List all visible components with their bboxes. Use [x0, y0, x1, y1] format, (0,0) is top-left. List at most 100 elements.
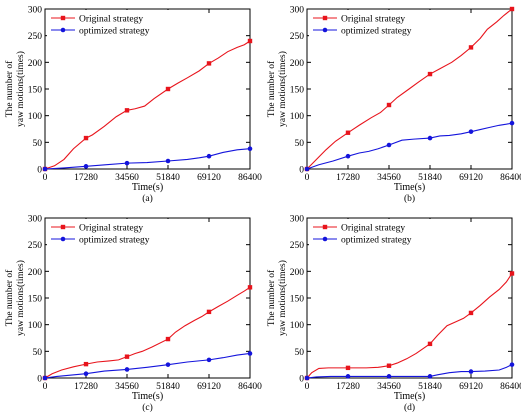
data-point-marker — [345, 130, 351, 135]
y-tick-label: 300 — [290, 215, 305, 225]
legend-marker — [60, 15, 66, 21]
y-tick-label: 150 — [290, 86, 305, 96]
x-axis-label: Time(s) — [132, 391, 163, 402]
y-tick-label: 300 — [28, 6, 43, 16]
data-point-marker — [124, 160, 130, 166]
x-axis-label: Time(s) — [132, 182, 163, 193]
data-point-marker — [83, 164, 89, 169]
data-point-marker — [247, 38, 253, 44]
data-point-marker — [124, 108, 130, 113]
series-line — [44, 352, 251, 379]
data-point-marker — [124, 354, 130, 359]
data-point-marker — [386, 142, 392, 148]
y-tick-label: 0 — [299, 166, 304, 176]
chart-panel: 0 50 100 150 200 250 300 0 17280 34560 51840 69120 8… — [266, 6, 521, 205]
series-line — [306, 8, 513, 170]
data-point-marker — [345, 374, 351, 379]
legend-label: optimized strategy — [341, 27, 412, 37]
y-axis-label: The number of — [266, 60, 277, 117]
x-tick-label: 0 — [43, 382, 48, 392]
data-point-marker — [165, 86, 171, 92]
y-tick-label: 100 — [28, 112, 43, 122]
legend-label: optimized strategy — [341, 236, 412, 246]
y-tick-label: 100 — [290, 112, 305, 122]
x-tick-label: 34560 — [377, 173, 401, 183]
y-tick-label: 50 — [295, 348, 305, 358]
y-tick-label: 0 — [37, 375, 42, 385]
panel-label: (a) — [142, 193, 153, 204]
data-point-marker — [83, 135, 89, 141]
chart-panel: 0 50 100 150 200 250 300 0 17280 34560 51840 69120 8… — [4, 6, 262, 205]
x-tick-label: 17280 — [336, 173, 360, 183]
y-tick-label: 200 — [28, 268, 43, 278]
data-point-marker — [468, 45, 474, 50]
x-tick-label: 17280 — [336, 382, 360, 392]
chart-panel: 0 50 100 150 200 250 300 0 17280 34560 51840 69120 8… — [4, 215, 262, 414]
data-point-marker — [509, 6, 515, 12]
x-tick-label: 69120 — [197, 382, 221, 392]
panel-label: (d) — [404, 402, 415, 413]
legend-label: Original strategy — [341, 15, 405, 25]
legend-marker — [322, 15, 328, 21]
data-point-marker — [42, 166, 48, 172]
series-line — [44, 148, 251, 170]
data-point-marker — [124, 367, 130, 372]
y-axis-label: The number of — [4, 60, 15, 117]
series-line — [306, 364, 513, 379]
data-point-marker — [509, 120, 515, 126]
data-point-marker — [247, 351, 253, 356]
series-line — [44, 40, 251, 170]
y-tick-label: 50 — [33, 348, 43, 358]
panel-label: (b) — [404, 193, 415, 204]
legend-box — [47, 219, 169, 247]
y-axis-label: yaw motions(times) — [15, 51, 26, 127]
data-point-marker — [509, 362, 515, 367]
legend-box — [309, 219, 431, 247]
y-tick-label: 250 — [290, 241, 305, 251]
data-point-marker — [83, 371, 89, 377]
data-point-marker — [304, 375, 310, 381]
y-tick-label: 250 — [28, 32, 43, 42]
y-tick-label: 50 — [33, 139, 43, 149]
y-axis-label: The number of — [4, 269, 15, 326]
legend-marker — [60, 27, 66, 33]
y-tick-label: 50 — [295, 139, 305, 149]
data-point-marker — [386, 363, 392, 368]
x-tick-label: 86400 — [238, 382, 262, 392]
x-tick-label: 51840 — [156, 173, 180, 183]
legend-box — [47, 10, 169, 38]
legend-label: optimized strategy — [79, 27, 150, 37]
data-point-marker — [427, 71, 433, 77]
legend-marker — [322, 236, 328, 242]
data-point-marker — [206, 357, 212, 363]
y-tick-label: 200 — [290, 268, 305, 278]
data-point-marker — [206, 309, 212, 315]
x-tick-label: 17280 — [74, 173, 98, 183]
legend-marker — [322, 27, 328, 33]
x-tick-label: 0 — [43, 173, 48, 183]
data-point-marker — [509, 271, 515, 276]
data-point-marker — [206, 153, 212, 159]
x-tick-label: 34560 — [377, 382, 401, 392]
series-line — [44, 286, 251, 379]
data-point-marker — [427, 341, 433, 347]
x-tick-label: 34560 — [115, 173, 139, 183]
y-tick-label: 0 — [37, 166, 42, 176]
x-tick-label: 86400 — [238, 173, 262, 183]
data-point-marker — [247, 146, 253, 152]
data-point-marker — [165, 336, 171, 342]
y-tick-label: 300 — [28, 215, 43, 225]
legend-label: optimized strategy — [79, 236, 150, 246]
legend-label: Original strategy — [79, 15, 143, 25]
legend-marker — [60, 224, 66, 230]
y-axis-label: yaw motions(times) — [277, 51, 288, 127]
y-tick-label: 250 — [28, 241, 43, 251]
data-point-marker — [345, 153, 351, 159]
y-tick-label: 0 — [299, 375, 304, 385]
x-tick-label: 86400 — [500, 382, 521, 392]
legend-marker — [322, 224, 328, 230]
y-tick-label: 300 — [290, 6, 305, 16]
y-tick-label: 100 — [28, 321, 43, 331]
x-tick-label: 0 — [305, 173, 310, 183]
data-point-marker — [427, 135, 433, 141]
